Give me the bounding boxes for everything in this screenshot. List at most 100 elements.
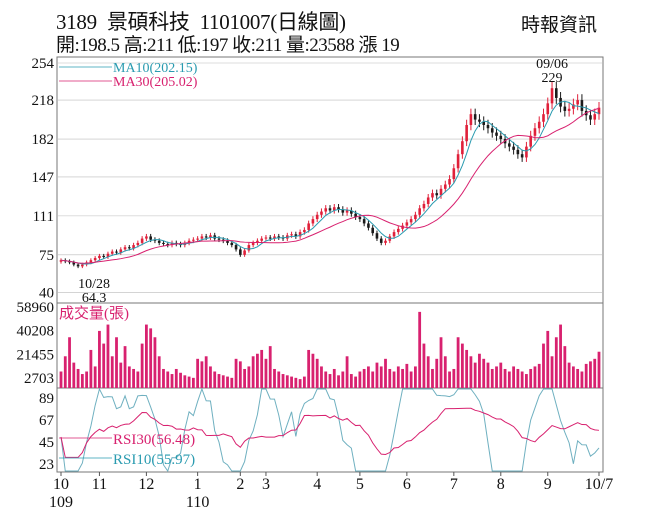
volume-bar xyxy=(196,358,200,388)
volume-bar xyxy=(179,372,182,388)
volume-bar xyxy=(213,371,217,388)
volume-bar xyxy=(550,356,554,388)
volume-bar xyxy=(482,358,486,388)
candle-body xyxy=(550,88,554,104)
x-tick-label: 6 xyxy=(403,476,411,493)
volume-bar xyxy=(371,371,375,388)
candle-body xyxy=(576,100,579,105)
volume-bar xyxy=(349,374,353,388)
x-tick-label: 4 xyxy=(313,476,321,493)
candle-body xyxy=(572,104,575,109)
volume-bar xyxy=(456,337,460,388)
rsi-tick-label: 23 xyxy=(39,457,54,473)
volume-bar xyxy=(260,349,264,388)
volume-bar xyxy=(388,368,392,388)
candle-body xyxy=(384,240,387,243)
volume-bar xyxy=(256,353,259,388)
ma30-line xyxy=(60,107,600,264)
candle-body xyxy=(110,251,114,254)
candle-body xyxy=(149,236,152,240)
volume-bar xyxy=(512,366,516,388)
volume-bar xyxy=(367,366,370,388)
candle-body xyxy=(59,260,63,262)
volume-bar xyxy=(290,376,293,388)
candle-body xyxy=(239,249,242,255)
volume-bar xyxy=(392,371,396,388)
volume-bar xyxy=(469,356,473,388)
volume-bar xyxy=(285,375,289,388)
candle-body xyxy=(439,188,443,196)
candle-body xyxy=(525,146,528,158)
candle-body xyxy=(482,121,486,125)
volume-bar xyxy=(162,368,165,388)
price-tick-label: 254 xyxy=(32,56,55,72)
candle-body xyxy=(303,229,306,233)
volume-bar xyxy=(452,368,456,388)
candle-body xyxy=(563,106,567,111)
candle-body xyxy=(226,240,229,243)
rsi-tick-label: 89 xyxy=(39,391,54,407)
candle-body xyxy=(307,223,310,230)
volume-bar xyxy=(460,343,464,388)
volume-bar xyxy=(439,337,443,388)
volume-bar xyxy=(149,328,153,388)
volume-bar xyxy=(200,361,204,388)
x-tick-label: 2 xyxy=(236,476,244,493)
volume-bar xyxy=(320,366,323,388)
rsi10-line xyxy=(60,387,600,473)
chart-title: 3189 景碩科技 1101007(日線圖) xyxy=(56,6,356,36)
candle-body xyxy=(196,238,199,240)
volume-bar xyxy=(328,374,332,388)
candle-body xyxy=(140,238,144,243)
volume-bar xyxy=(136,371,140,388)
volume-bar xyxy=(76,368,80,388)
candle-body xyxy=(392,232,396,237)
candle-body xyxy=(375,233,379,239)
volume-bar xyxy=(533,366,537,388)
candle-body xyxy=(414,214,417,220)
candle-body xyxy=(345,210,349,213)
volume-bar xyxy=(443,356,447,388)
candle-body xyxy=(397,228,400,233)
volume-bar xyxy=(405,363,409,388)
candle-body xyxy=(217,238,221,240)
candle-body xyxy=(251,242,255,246)
volume-bar xyxy=(354,376,358,388)
volume-bar xyxy=(221,375,225,388)
volume-bar xyxy=(298,379,302,388)
candle-body xyxy=(89,260,93,263)
volume-bar xyxy=(273,368,276,388)
candle-body xyxy=(102,255,105,257)
candle-body xyxy=(486,124,490,129)
candle-body xyxy=(452,168,456,180)
ma10-line xyxy=(60,100,600,265)
volume-bar xyxy=(375,362,379,388)
annotation-date: 09/06 xyxy=(536,57,568,72)
volume-tick-label: 2703 xyxy=(24,371,54,387)
candle-body xyxy=(268,237,272,239)
volume-bar xyxy=(597,351,601,388)
volume-bar xyxy=(247,366,251,388)
x-tick-label: 1 xyxy=(194,476,202,493)
candle-body xyxy=(256,240,259,243)
x-year-label: 110 xyxy=(186,494,209,511)
volume-bar xyxy=(379,366,383,388)
volume-bar xyxy=(580,371,584,388)
volume-bar xyxy=(311,353,315,388)
volume-bar xyxy=(542,343,545,388)
price-tick-label: 111 xyxy=(33,209,54,225)
candle-body xyxy=(290,234,293,236)
candle-body xyxy=(93,258,97,261)
candle-body xyxy=(132,245,135,249)
volume-bar xyxy=(345,356,349,388)
candle-body xyxy=(597,107,601,115)
volume-bar xyxy=(486,362,490,388)
candle-body xyxy=(337,207,340,210)
candle-body xyxy=(589,115,592,120)
quote-summary: 開:198.5 高:211 低:197 收:211 量:23588 漲 19 xyxy=(56,35,400,56)
volume-bar xyxy=(302,376,306,388)
candle-body xyxy=(379,238,383,243)
volume-bar xyxy=(546,330,550,388)
volume-bar xyxy=(554,337,558,388)
